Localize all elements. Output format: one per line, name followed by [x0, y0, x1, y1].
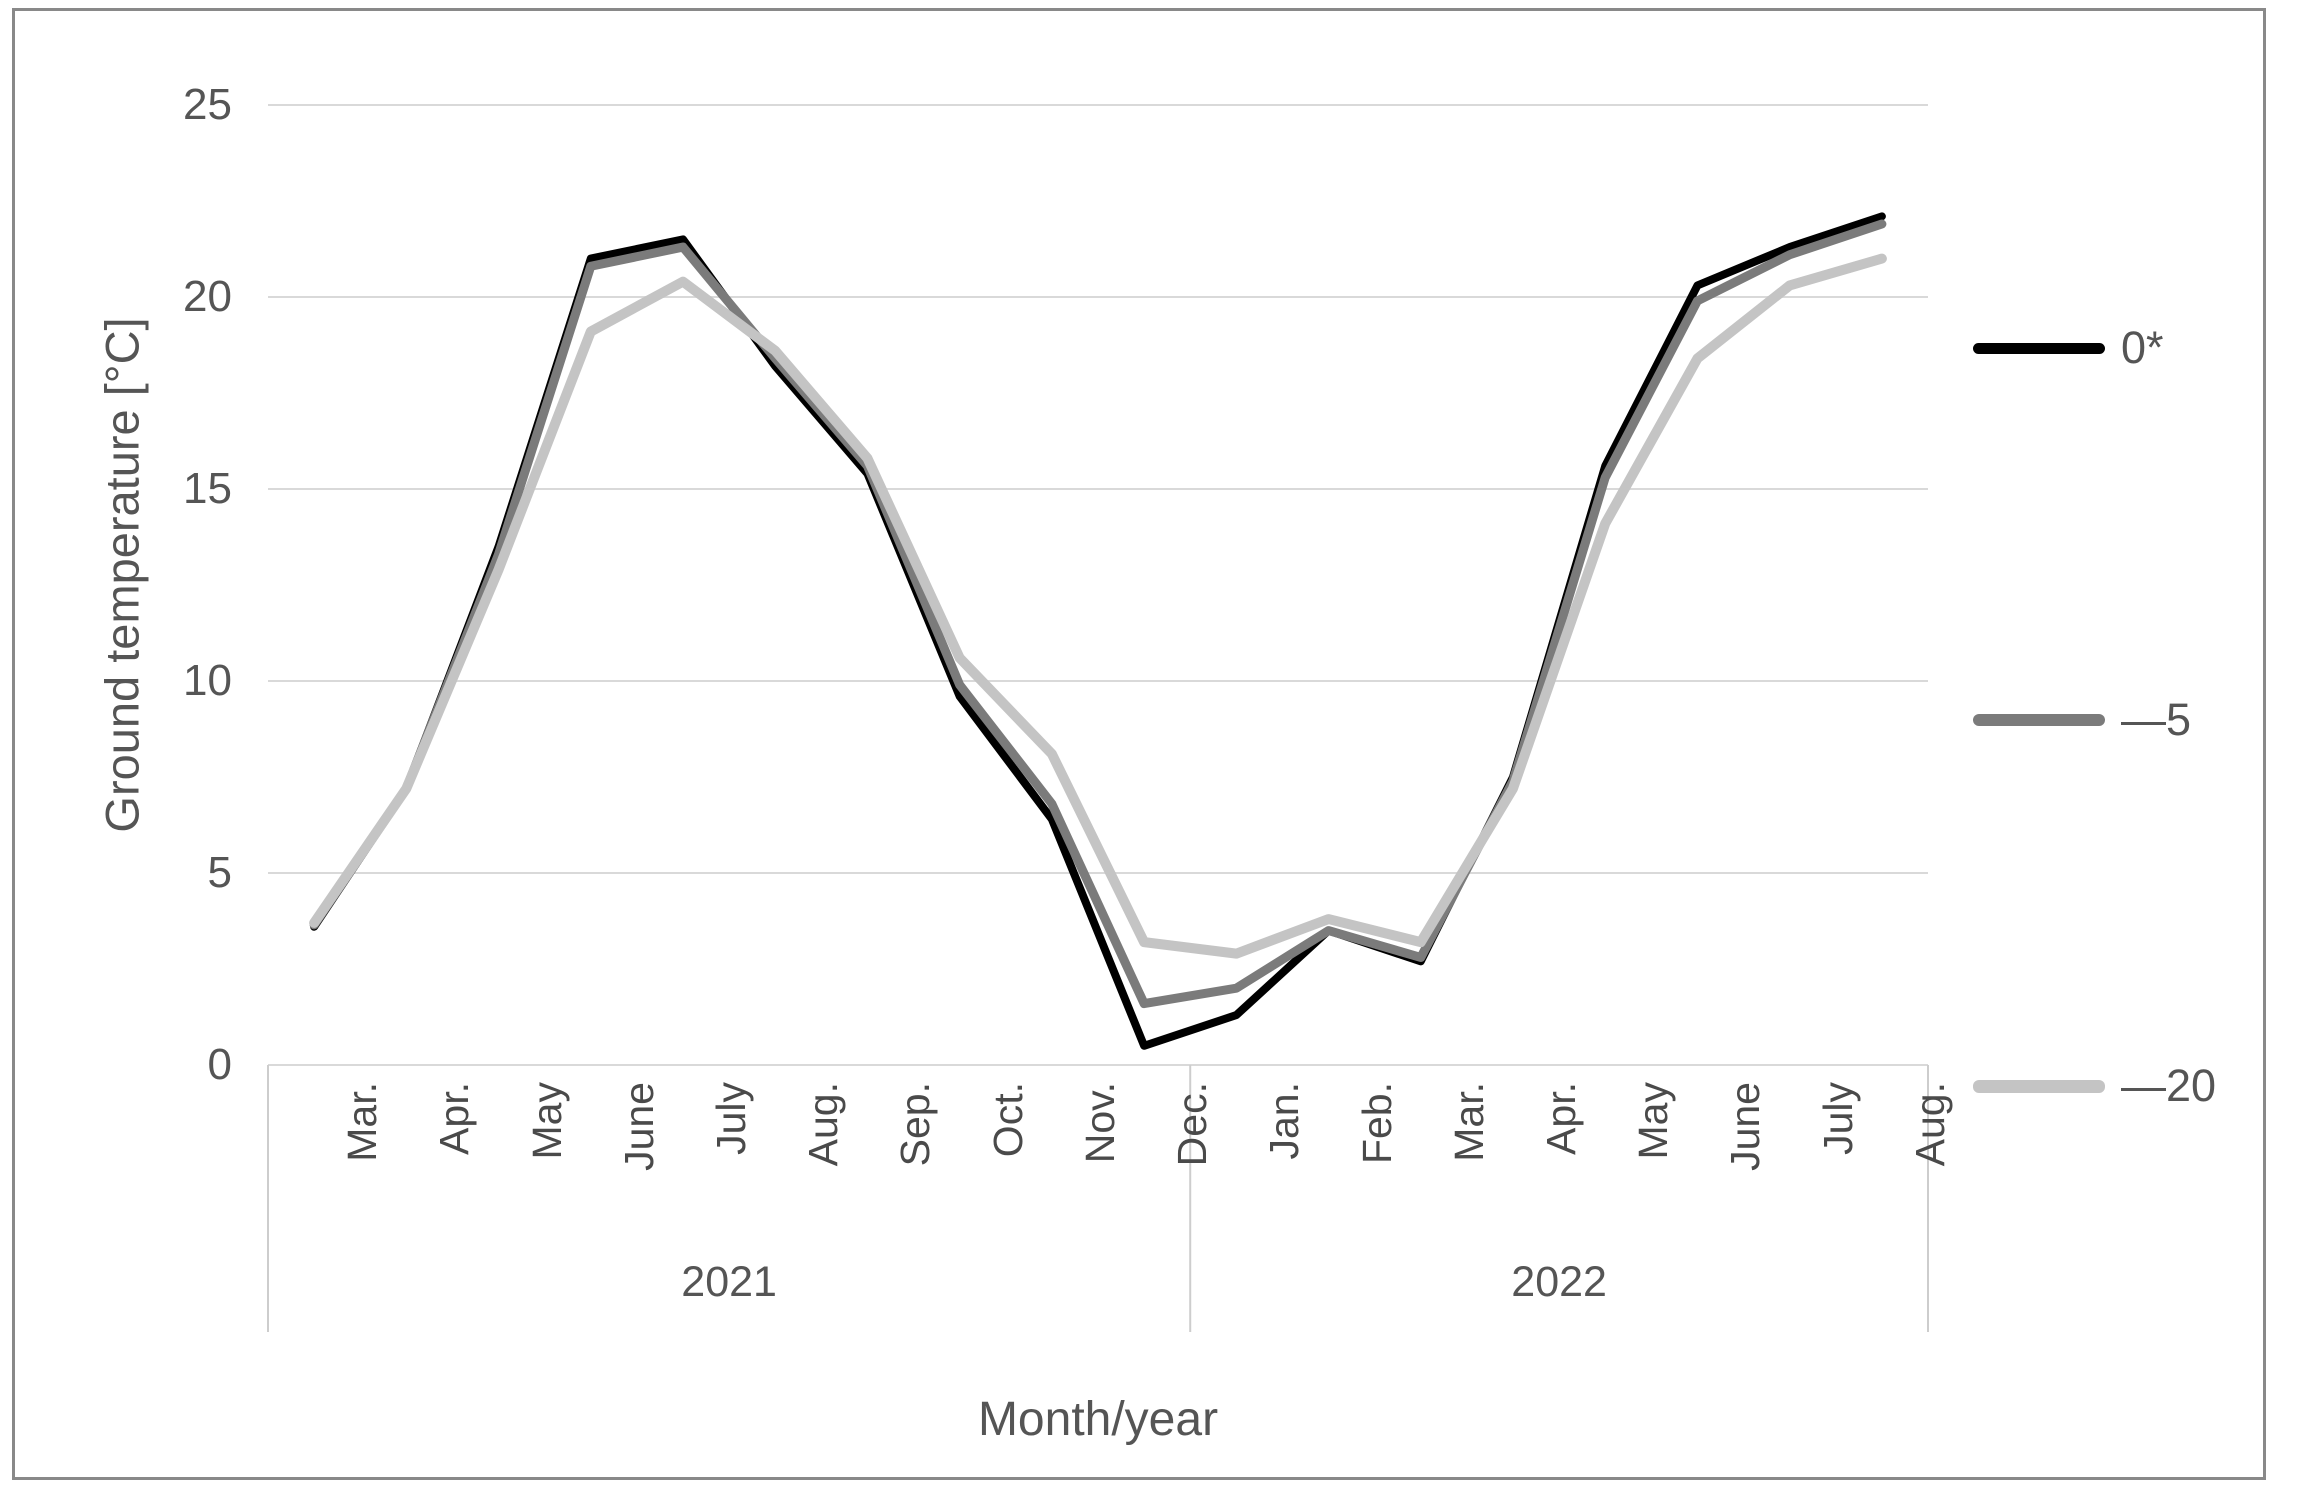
series-line-0 [310, 212, 1886, 1050]
x-month-label: Sep. [892, 1082, 939, 1167]
y-axis-title: Ground temperature [°C] [95, 317, 149, 833]
legend-swatch [1973, 342, 2105, 354]
y-tick-label: 0 [207, 1040, 232, 1089]
x-month-label: Feb. [1353, 1082, 1400, 1165]
legend-label: —20 [2121, 1060, 2217, 1111]
legend-item: —5 [1973, 694, 2191, 746]
y-tick-label: 10 [183, 656, 232, 705]
x-month-label: Dec. [1169, 1082, 1216, 1167]
y-tick-label: 20 [183, 272, 232, 321]
y-tick-label: 15 [183, 464, 232, 513]
y-tick-label: 5 [207, 848, 232, 897]
y-tick-label: 25 [183, 80, 232, 129]
legend-label: —5 [2121, 694, 2192, 745]
x-month-label: May [523, 1082, 570, 1160]
x-month-label: June [1722, 1082, 1769, 1171]
series-line-2 [309, 253, 1887, 959]
x-month-label: Nov. [1076, 1082, 1123, 1164]
x-month-label: Mar. [339, 1082, 386, 1162]
chart-frame [12, 8, 2266, 1480]
x-month-label: June [615, 1082, 662, 1171]
legend-item: —20 [1973, 1060, 2216, 1112]
x-month-label: Mar. [1445, 1082, 1492, 1162]
x-month-label: May [1630, 1082, 1677, 1160]
x-month-label: Apr. [1538, 1082, 1584, 1155]
x-month-label: Aug. [800, 1082, 847, 1167]
year-label: 2022 [1511, 1258, 1607, 1306]
legend-swatch [1973, 714, 2105, 726]
x-month-label: July [708, 1082, 754, 1155]
x-month-label: Oct. [984, 1082, 1031, 1158]
x-month-label: Apr. [431, 1082, 478, 1155]
x-axis-title: Month/year [977, 1393, 1219, 1446]
year-label: 2021 [681, 1258, 777, 1306]
x-month-label: July [1814, 1082, 1861, 1155]
legend-label: 0* [2121, 322, 2164, 373]
series-line-1 [309, 219, 1887, 1009]
legend-swatch [1973, 1079, 2105, 1093]
x-month-label: Jan. [1261, 1082, 1308, 1160]
x-month-label: Aug. [1906, 1082, 1953, 1167]
legend-item: 0* [1973, 322, 2164, 374]
